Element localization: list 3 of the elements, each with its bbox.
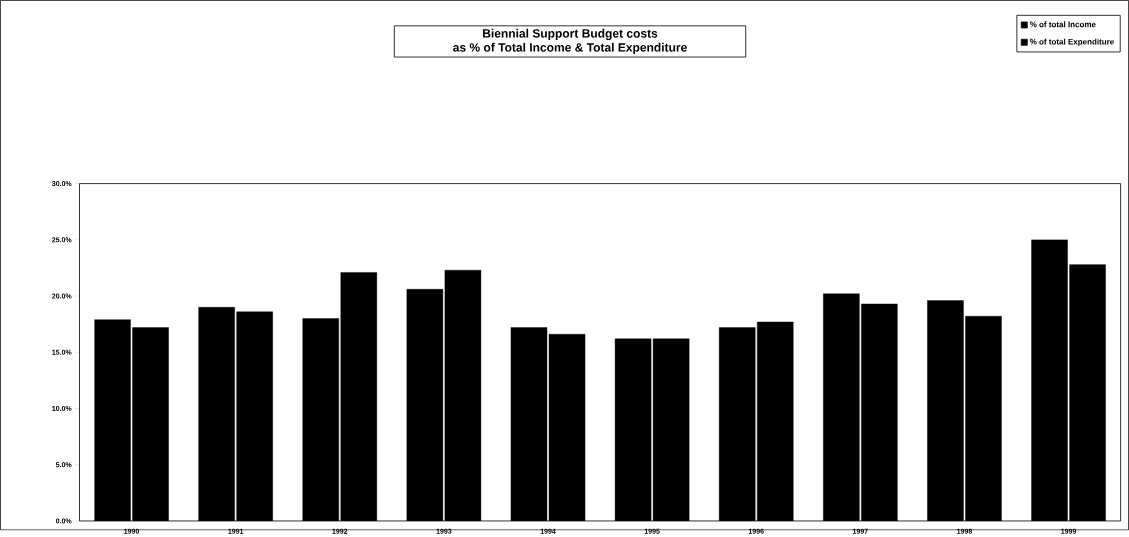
chart-title: Biennial Support Budget costs as % of Total Income & Total Expenditure — [453, 28, 687, 55]
legend-label: % of total Income — [1029, 21, 1096, 28]
legend-label: % of total Expenditure — [1029, 38, 1114, 47]
